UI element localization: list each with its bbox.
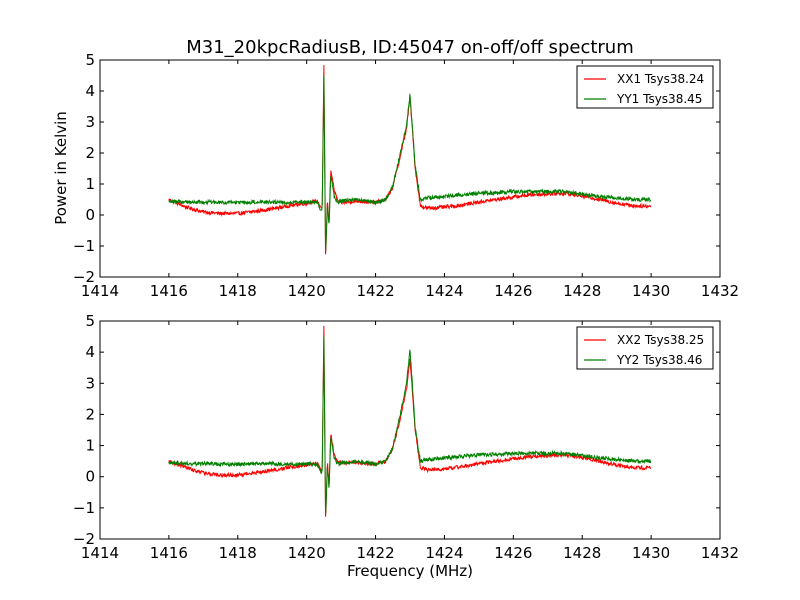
y-tick-label: 0 <box>85 468 95 486</box>
x-tick-label: 1424 <box>425 544 463 562</box>
legend-label: YY1 Tsys38.45 <box>616 92 702 106</box>
x-tick-label: 1418 <box>219 544 257 562</box>
y-tick-label: 4 <box>85 343 95 361</box>
x-tick-label: 1416 <box>150 544 188 562</box>
x-tick-label: 1432 <box>701 282 739 300</box>
x-tick-label: 1422 <box>356 544 394 562</box>
plot-frame <box>99 320 721 540</box>
x-tick-label: 1428 <box>563 544 601 562</box>
x-tick-label: 1416 <box>150 282 188 300</box>
y-tick-label: 2 <box>85 144 95 162</box>
x-tick-label: 1424 <box>425 282 463 300</box>
legend-box <box>576 326 714 370</box>
x-tick-label: 1422 <box>356 282 394 300</box>
y-tick-label: 5 <box>85 51 95 69</box>
y-tick-label: 1 <box>85 175 95 193</box>
x-axis-label: Frequency (MHz) <box>347 562 473 580</box>
series-line-yy <box>168 75 652 252</box>
x-tick-label: 1430 <box>632 282 670 300</box>
y-tick-label: 4 <box>85 82 95 100</box>
y-tick-label: 5 <box>85 312 95 330</box>
y-tick-label: 3 <box>85 113 95 131</box>
y-tick-label: 1 <box>85 437 95 455</box>
chart-title: M31_20kpcRadiusB, ID:45047 on-off/off sp… <box>186 37 634 58</box>
x-tick-label: 1418 <box>219 282 257 300</box>
x-tick-label: 1420 <box>288 544 326 562</box>
legend-box <box>576 65 714 109</box>
legend-label: YY2 Tsys38.46 <box>616 353 702 367</box>
y-tick-label: −2 <box>73 530 95 548</box>
legend: XX1 Tsys38.24 YY1 Tsys38.45 <box>576 65 714 109</box>
plot-frame <box>99 59 721 278</box>
x-tick-label: 1428 <box>563 282 601 300</box>
x-tick-label: 1420 <box>288 282 326 300</box>
x-tick-label: 1426 <box>494 544 532 562</box>
y-tick-label: −1 <box>73 237 95 255</box>
legend: XX2 Tsys38.25 YY2 Tsys38.46 <box>576 326 714 370</box>
y-tick-label: −1 <box>73 499 95 517</box>
bottom-panel: 1414 1416 1418 1420 1422 1424 1426 1428 1430 1432… <box>73 312 739 562</box>
legend-label: XX1 Tsys38.24 <box>617 72 704 86</box>
x-tick-label: 1426 <box>494 282 532 300</box>
y-tick-label: 3 <box>85 374 95 392</box>
x-tick-label: 1414 <box>81 282 119 300</box>
top-panel: 1414 1416 1418 1420 1422 1424 1426 1428 1430 1432… <box>73 51 739 300</box>
x-tick-label: 1430 <box>632 544 670 562</box>
x-tick-label: 1432 <box>701 544 739 562</box>
y-axis-label: Power in Kelvin <box>52 111 70 225</box>
legend-label: XX2 Tsys38.25 <box>617 333 704 347</box>
x-tick-label: 1414 <box>81 544 119 562</box>
y-tick-label: 0 <box>85 206 95 224</box>
series-line-yy <box>168 336 652 514</box>
y-tick-label: 2 <box>85 405 95 423</box>
y-tick-label: −2 <box>73 268 95 286</box>
